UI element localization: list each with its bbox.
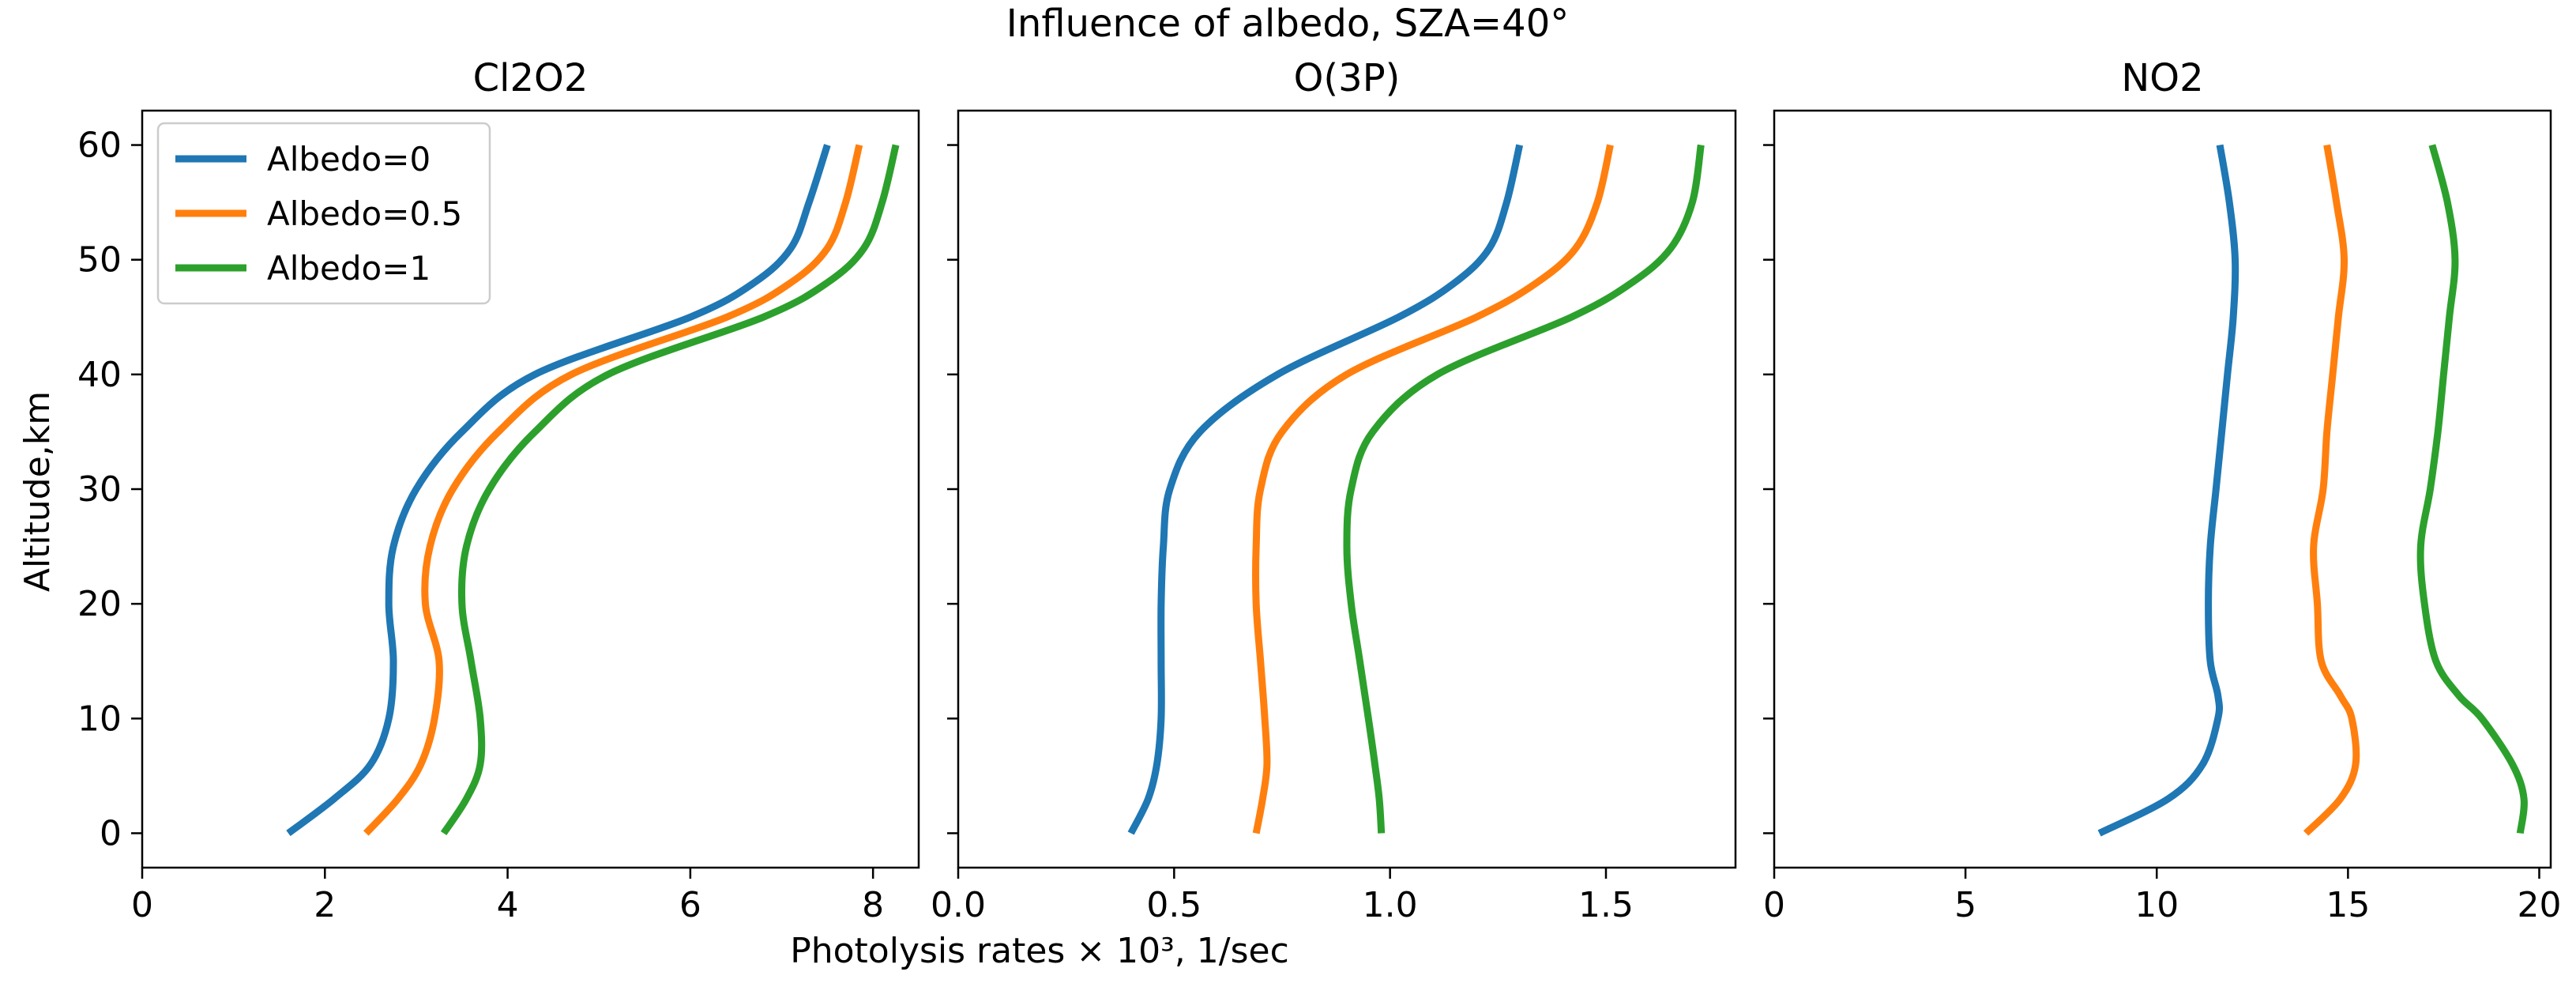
x-tick-label-no2: 20 <box>2517 885 2561 925</box>
series-line-no2-albedo-0 <box>2097 144 2239 837</box>
series-line-o-3p-albedo-0 <box>1127 144 1524 835</box>
y-tick-label-cl2o2: 0 <box>100 813 122 853</box>
x-axis-label: Photolysis rates × 10³, 1/sec <box>790 931 1289 971</box>
panel-title-o-3p: O(3P) <box>1294 56 1401 100</box>
x-tick-label-o-3p: 0.0 <box>931 885 986 925</box>
panel-no2: NO2 0 5 10 15 20 <box>1763 56 2561 925</box>
series-group-o-3p <box>1127 144 1705 835</box>
y-tick-label-cl2o2: 40 <box>77 355 122 395</box>
legend-label-albedo-1: Albedo=1 <box>267 249 431 288</box>
series-line-cl2o2-albedo-1 <box>440 144 900 836</box>
series-line-o-3p-albedo-0-5 <box>1252 144 1614 834</box>
x-tick-label-cl2o2: 4 <box>497 885 519 925</box>
figure-title: Influence of albedo, SZA=40° <box>1006 2 1569 46</box>
series-line-no2-albedo-1 <box>2416 144 2528 834</box>
x-tick-label-no2: 15 <box>2326 885 2370 925</box>
x-tick-label-o-3p: 1.5 <box>1578 885 1634 925</box>
legend-box <box>156 122 491 305</box>
panel-title-cl2o2: Cl2O2 <box>473 56 589 100</box>
panel-cl2o2: Cl2O2 0 2 4 6 8 0 10 20 30 40 50 60 <box>77 56 920 925</box>
legend-label-albedo-0-5: Albedo=0.5 <box>267 194 462 233</box>
panel-o-3p: O(3P) 0.0 0.5 1.0 1.5 <box>931 56 1737 925</box>
x-tick-label-cl2o2: 6 <box>679 885 701 925</box>
y-tick-label-cl2o2: 50 <box>77 240 122 281</box>
y-tick-label-cl2o2: 20 <box>77 584 122 624</box>
panel-title-no2: NO2 <box>2121 56 2203 100</box>
series-line-cl2o2-albedo-0-5 <box>363 144 863 836</box>
x-tick-label-o-3p: 0.5 <box>1146 885 1202 925</box>
series-line-no2-albedo-0-5 <box>2303 144 2360 836</box>
x-tick-label-no2: 10 <box>2134 885 2179 925</box>
series-group-cl2o2 <box>286 144 900 837</box>
x-tick-label-no2: 0 <box>1763 885 1785 925</box>
x-tick-label-cl2o2: 0 <box>131 885 153 925</box>
y-tick-label-cl2o2: 30 <box>77 469 122 510</box>
x-tick-label-cl2o2: 8 <box>862 885 884 925</box>
series-group-no2 <box>2097 144 2528 837</box>
x-tick-label-no2: 5 <box>1954 885 1976 925</box>
y-tick-label-cl2o2: 60 <box>77 126 122 166</box>
series-line-o-3p-albedo-1 <box>1343 144 1705 834</box>
y-axis-label: Altitude,km <box>17 391 58 592</box>
y-tick-label-cl2o2: 10 <box>77 699 122 739</box>
legend-label-albedo-0: Albedo=0 <box>267 140 431 179</box>
legend: Albedo=0 Albedo=0.5 Albedo=1 <box>156 122 491 305</box>
x-tick-label-o-3p: 1.0 <box>1363 885 1418 925</box>
x-tick-label-cl2o2: 2 <box>314 885 336 925</box>
series-line-cl2o2-albedo-0 <box>286 144 831 837</box>
